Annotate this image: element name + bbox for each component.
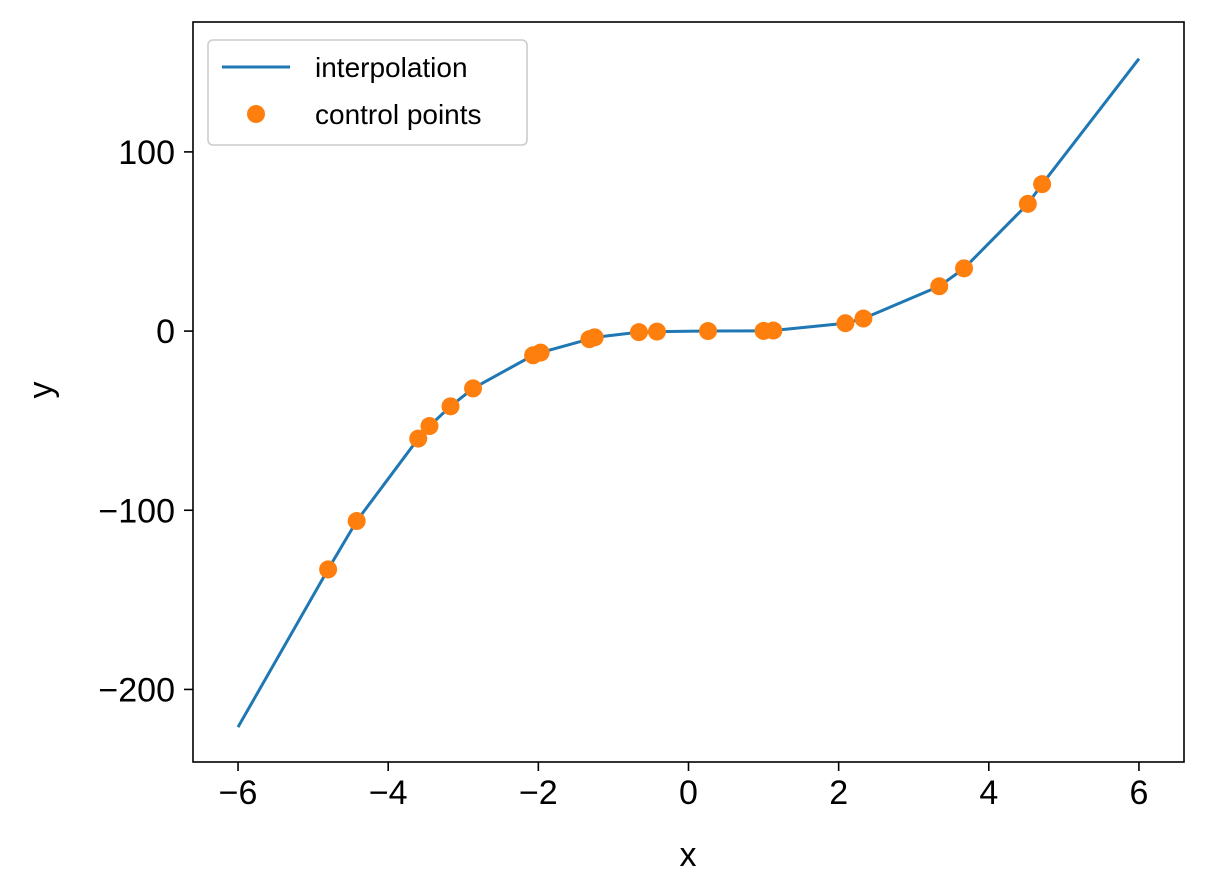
x-tick-label: 6: [1129, 774, 1148, 812]
y-axis-label: y: [22, 382, 60, 399]
x-axis-ticks: −6 −4 −2 0 2 4 6: [219, 762, 1148, 812]
control-point: [585, 328, 604, 347]
control-point: [854, 309, 873, 328]
legend-label-control-points: control points: [315, 99, 482, 130]
control-point: [464, 379, 483, 398]
control-point: [441, 397, 460, 416]
legend-marker-swatch: [247, 105, 265, 123]
legend-label-interpolation: interpolation: [315, 52, 468, 83]
control-point: [347, 512, 366, 531]
control-point: [420, 417, 439, 436]
control-point: [629, 323, 648, 342]
x-tick-label: 2: [829, 774, 848, 812]
control-point: [409, 429, 428, 448]
series-layer: [236, 57, 1141, 728]
x-tick-label: 0: [679, 774, 698, 812]
y-tick-label: 0: [156, 313, 175, 351]
control-point: [930, 277, 949, 296]
x-tick-label: −2: [519, 774, 558, 812]
control-point: [1033, 175, 1052, 194]
y-axis-ticks: −200 −100 0 100: [98, 134, 193, 709]
y-tick-label: −200: [98, 671, 175, 709]
control-point: [531, 343, 550, 362]
control-point: [699, 322, 718, 341]
legend: interpolation control points: [207, 39, 528, 146]
x-axis-label: x: [680, 836, 697, 874]
control-point: [955, 259, 974, 278]
control-point: [836, 314, 855, 333]
y-tick-label: 100: [118, 134, 175, 172]
x-tick-label: 4: [979, 774, 998, 812]
control-point: [764, 321, 783, 340]
y-tick-label: −100: [98, 492, 175, 530]
x-tick-label: −4: [369, 774, 408, 812]
control-point: [1018, 194, 1037, 213]
control-point: [319, 560, 338, 579]
control-point: [647, 322, 666, 341]
x-tick-label: −6: [219, 774, 258, 812]
